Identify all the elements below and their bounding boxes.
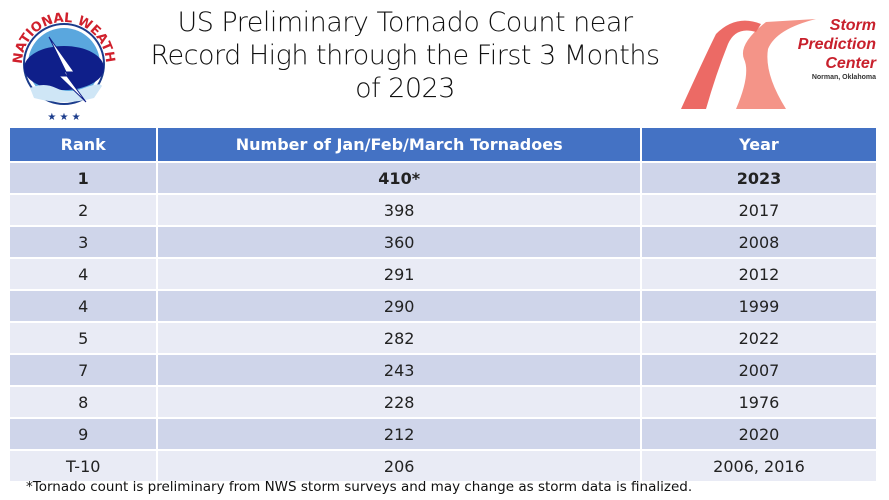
rank-cell: 4 (10, 289, 159, 322)
nws-logo: NATIONAL WEATHER SERVICE ★ ★ ★ (0, 0, 124, 126)
table-row: 8 228 1976 (10, 385, 879, 418)
footnote: *Tornado count is preliminary from NWS s… (26, 479, 693, 495)
count-cell: 291 (157, 257, 642, 290)
rank-cell: 8 (10, 385, 159, 418)
spc-line1: Storm (829, 17, 876, 34)
year-cell: 1976 (640, 385, 879, 418)
header-count: Number of Jan/Feb/March Tornadoes (157, 128, 642, 162)
spc-line2: Prediction (797, 36, 876, 53)
count-cell: 360 (157, 225, 642, 258)
tornado-table: Rank Number of Jan/Feb/March Tornadoes Y… (10, 128, 879, 481)
year-cell: 2007 (640, 353, 879, 386)
year-cell: 1999 (640, 289, 879, 322)
rank-cell: 7 (10, 353, 159, 386)
table-header-row: Rank Number of Jan/Feb/March Tornadoes Y… (10, 128, 879, 162)
rank-cell: 4 (10, 257, 159, 290)
count-cell: 290 (157, 289, 642, 322)
rank-cell: 2 (10, 193, 159, 226)
spc-line3: Center (825, 55, 876, 72)
table-row: 5 282 2022 (10, 321, 879, 354)
year-cell: 2020 (640, 417, 879, 450)
table-row: T-10 206 2006, 2016 (10, 449, 879, 481)
page-title: US Preliminary Tornado Count near Record… (150, 7, 660, 104)
svg-text:★ ★ ★: ★ ★ ★ (47, 112, 80, 123)
year-cell: 2008 (640, 225, 879, 258)
year-cell: 2006, 2016 (640, 449, 879, 481)
rank-cell: 9 (10, 417, 159, 450)
count-cell: 243 (157, 353, 642, 386)
table-row: 3 360 2008 (10, 225, 879, 258)
spc-logo: Storm Prediction Center Norman, Oklahoma (676, 14, 886, 114)
rank-cell: 3 (10, 225, 159, 258)
count-cell: 282 (157, 321, 642, 354)
spc-location: Norman, Oklahoma (811, 74, 876, 81)
count-cell: 398 (157, 193, 642, 226)
rank-cell: 1 (10, 161, 159, 194)
count-cell: 410* (157, 161, 642, 194)
table-row: 7 243 2007 (10, 353, 879, 386)
table-row: 4 291 2012 (10, 257, 879, 290)
year-cell: 2012 (640, 257, 879, 290)
header-rank: Rank (10, 128, 159, 162)
count-cell: 228 (157, 385, 642, 418)
rank-cell: T-10 (10, 449, 159, 481)
year-cell: 2017 (640, 193, 879, 226)
table-row: 4 290 1999 (10, 289, 879, 322)
count-cell: 212 (157, 417, 642, 450)
table-row: 9 212 2020 (10, 417, 879, 450)
year-cell: 2023 (640, 161, 879, 194)
table-row: 1 410* 2023 (10, 161, 879, 194)
year-cell: 2022 (640, 321, 879, 354)
count-cell: 206 (157, 449, 642, 481)
rank-cell: 5 (10, 321, 159, 354)
header-year: Year (640, 128, 879, 162)
table-row: 2 398 2017 (10, 193, 879, 226)
